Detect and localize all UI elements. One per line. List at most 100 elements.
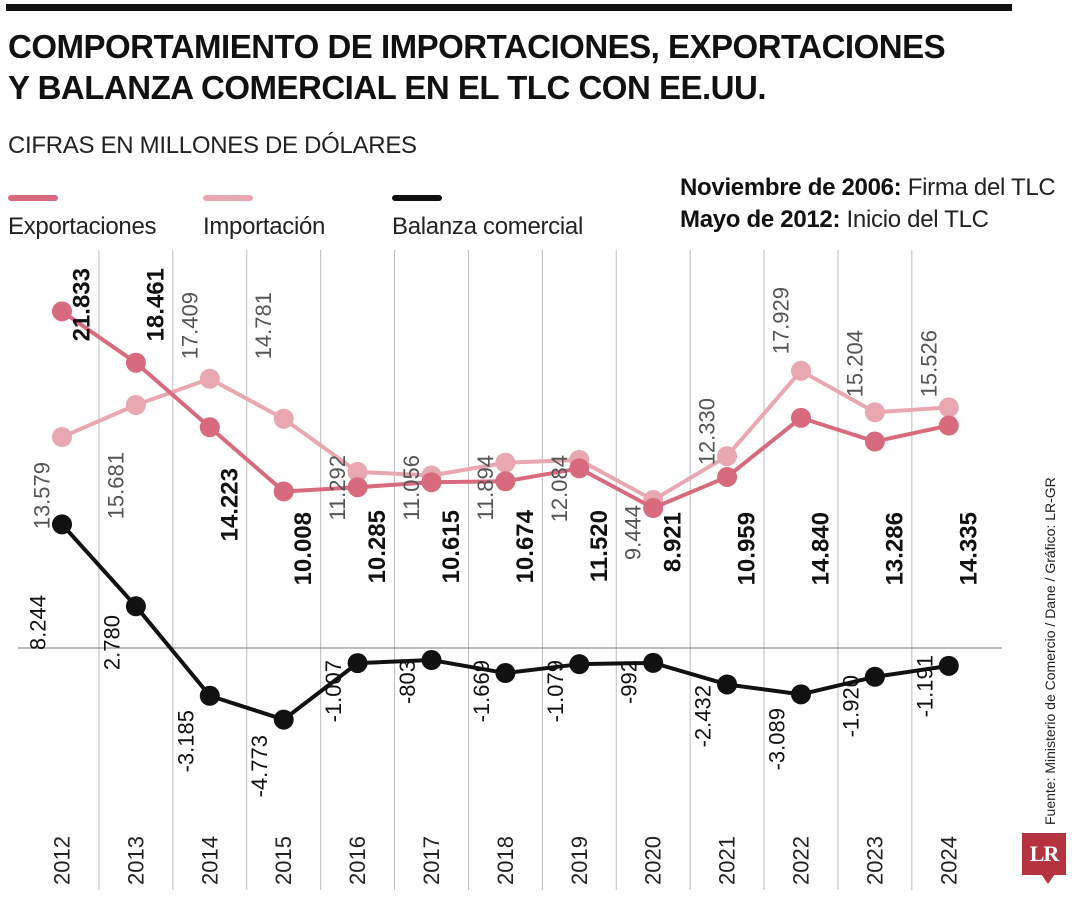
tick-label-2018: 2018 <box>493 836 518 885</box>
point-balanza-2016 <box>347 653 368 674</box>
tick-label-2021: 2021 <box>715 836 740 885</box>
label-balanza-2020: -992 <box>617 660 642 704</box>
legend-item-exportaciones: Exportaciones <box>8 195 156 241</box>
point-importacion-2013 <box>125 395 146 416</box>
tick-label-2024: 2024 <box>936 836 961 885</box>
legend-swatch-importacion <box>203 195 253 201</box>
point-balanza-2015 <box>273 709 294 730</box>
label-importacion-2022: 17.929 <box>769 287 794 354</box>
legend-swatch-exportaciones <box>8 195 58 201</box>
chart-title-line-1: COMPORTAMIENTO DE IMPORTACIONES, EXPORTA… <box>8 28 946 65</box>
tick-label-2013: 2013 <box>123 836 148 885</box>
tick-label-2016: 2016 <box>345 836 370 885</box>
point-importacion-2015 <box>273 408 294 429</box>
label-balanza-2018: -1.669 <box>469 660 494 722</box>
note-inicio: Mayo de 2012: Inicio del TLC <box>680 204 1055 236</box>
point-exportaciones-2018 <box>495 471 516 492</box>
chart-title: COMPORTAMIENTO DE IMPORTACIONES, EXPORTA… <box>8 26 1048 108</box>
top-rule <box>6 4 1012 11</box>
source-note: Fuente: Ministerio de Comercio / Dane / … <box>1042 477 1058 825</box>
legend-label-balanza: Balanza comercial <box>392 213 583 240</box>
point-importacion-2021 <box>717 446 738 467</box>
point-exportaciones-2022 <box>791 407 811 428</box>
point-exportaciones-2021 <box>717 466 738 487</box>
label-exportaciones-2022: 14.840 <box>808 512 835 585</box>
point-balanza-2019 <box>569 654 590 675</box>
tick-label-2020: 2020 <box>641 836 666 885</box>
note-firma-date: Noviembre de 2006: <box>680 174 902 201</box>
point-balanza-2023 <box>864 666 885 687</box>
lr-logo-tail <box>1041 874 1055 884</box>
tick-label-2017: 2017 <box>419 836 444 885</box>
legend-label-importacion: Importación <box>203 213 326 240</box>
label-exportaciones-2016: 10.285 <box>364 510 391 583</box>
label-balanza-2015: -4.773 <box>247 735 272 797</box>
point-importacion-2018 <box>495 452 516 473</box>
label-balanza-2024: -1.191 <box>912 655 937 717</box>
legend-item-balanza: Balanza comercial <box>392 195 583 241</box>
note-inicio-text: Inicio del TLC <box>840 206 989 233</box>
tick-label-2019: 2019 <box>567 836 592 885</box>
label-importacion-2014: 17.409 <box>177 292 202 359</box>
point-importacion-2022 <box>791 360 811 381</box>
point-exportaciones-2020 <box>643 498 664 518</box>
tlc-notes: Noviembre de 2006: Firma del TLC Mayo de… <box>680 172 1056 236</box>
point-exportaciones-2016 <box>347 477 368 498</box>
label-importacion-2018: 11.894 <box>473 455 498 521</box>
point-exportaciones-2013 <box>125 352 146 373</box>
legend-item-importacion: Importación <box>203 195 325 241</box>
label-balanza-2023: -1.920 <box>838 675 863 737</box>
point-exportaciones-2024 <box>938 415 959 436</box>
point-balanza-2020 <box>643 652 664 673</box>
point-balanza-2017 <box>421 650 442 671</box>
legend-label-exportaciones: Exportaciones <box>8 213 157 240</box>
point-exportaciones-2015 <box>273 481 294 502</box>
point-exportaciones-2019 <box>569 458 590 479</box>
label-exportaciones-2021: 10.959 <box>734 512 761 585</box>
point-balanza-2012 <box>52 514 72 535</box>
label-balanza-2016: -1.007 <box>321 660 346 722</box>
lr-logo: LR <box>1022 833 1066 875</box>
legend-swatch-balanza <box>392 195 442 201</box>
label-balanza-2014: -3.185 <box>173 710 198 772</box>
point-balanza-2022 <box>791 684 811 705</box>
point-exportaciones-2014 <box>199 417 220 438</box>
label-exportaciones-2020: 8.921 <box>660 512 687 572</box>
label-balanza-2022: -3.089 <box>765 708 790 770</box>
point-balanza-2014 <box>199 685 220 706</box>
label-exportaciones-2013: 18.461 <box>142 268 169 341</box>
label-importacion-2019: 12.084 <box>547 455 572 522</box>
label-importacion-2017: 11.056 <box>399 455 424 521</box>
label-importacion-2013: 15.681 <box>103 452 128 519</box>
label-importacion-2012: 13.579 <box>30 462 55 529</box>
chart-title-line-2: Y BALANZA COMERCIAL EN EL TLC CON EE.UU. <box>8 69 766 106</box>
label-importacion-2021: 12.330 <box>695 398 720 465</box>
point-balanza-2021 <box>717 674 738 695</box>
point-balanza-2013 <box>125 596 146 617</box>
label-exportaciones-2014: 14.223 <box>216 468 243 541</box>
point-importacion-2014 <box>199 368 220 389</box>
tick-label-2012: 2012 <box>50 836 75 885</box>
label-balanza-2021: -2.432 <box>691 685 716 747</box>
tick-label-2023: 2023 <box>862 836 887 885</box>
label-importacion-2023: 15.204 <box>842 330 867 397</box>
point-importacion-2012 <box>52 427 72 448</box>
tick-label-2022: 2022 <box>789 836 814 885</box>
label-exportaciones-2019: 11.520 <box>586 510 613 582</box>
point-balanza-2018 <box>495 663 516 684</box>
point-exportaciones-2012 <box>52 301 72 322</box>
label-exportaciones-2017: 10.615 <box>438 510 465 583</box>
point-balanza-2024 <box>938 655 959 676</box>
tick-label-2015: 2015 <box>271 836 296 885</box>
label-balanza-2017: -803 <box>395 660 420 704</box>
label-exportaciones-2018: 10.674 <box>512 509 539 583</box>
label-exportaciones-2015: 10.008 <box>290 512 317 585</box>
note-inicio-date: Mayo de 2012: <box>680 206 841 233</box>
point-importacion-2023 <box>864 402 885 423</box>
label-importacion-2016: 11.292 <box>325 455 350 521</box>
label-balanza-2019: -1.079 <box>543 660 568 722</box>
chart-subtitle: CIFRAS EN MILLONES DE DÓLARES <box>8 132 417 159</box>
label-exportaciones-2024: 14.335 <box>955 512 982 585</box>
tick-label-2014: 2014 <box>197 836 222 885</box>
